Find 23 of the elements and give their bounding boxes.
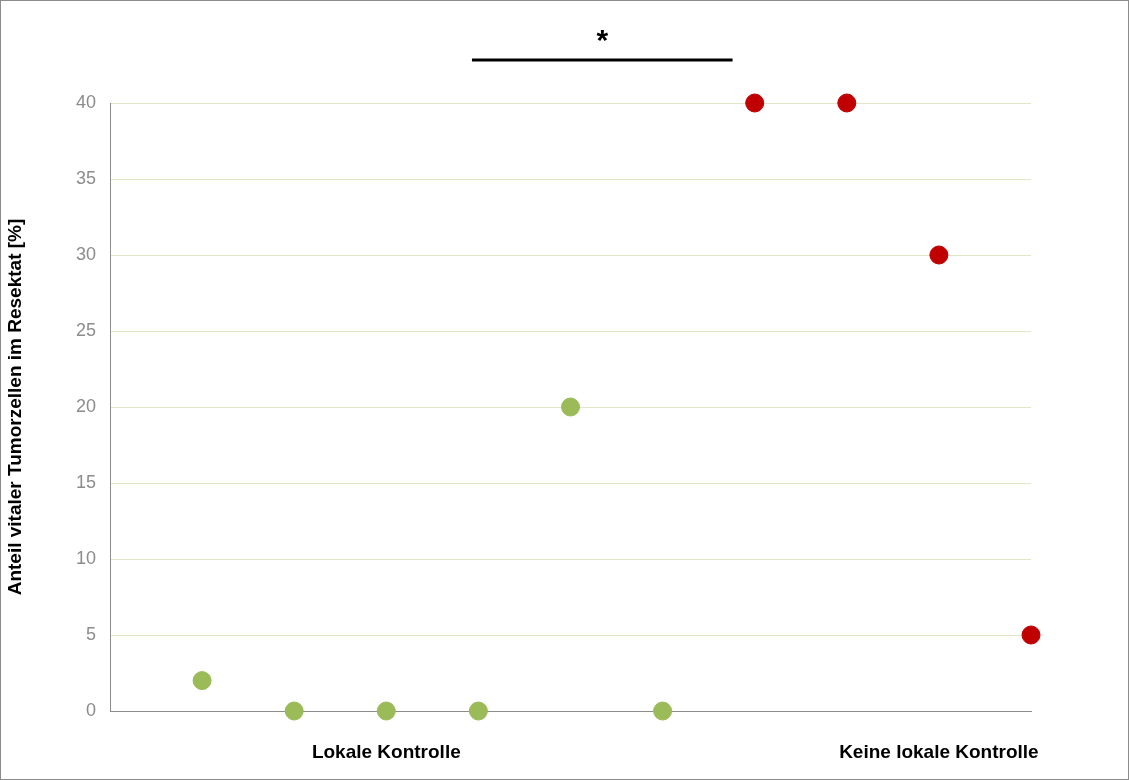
point	[837, 93, 857, 113]
y-axis-title: Anteil vitaler Tumorzellen im Resektat [%]	[3, 218, 25, 596]
point	[745, 93, 765, 113]
y-tick-label: 10	[75, 547, 96, 568]
x-tick-label: Lokale Kontrolle	[311, 740, 461, 762]
point	[929, 245, 949, 265]
x-tick-label: Keine lokale Kontrolle	[839, 740, 1039, 762]
y-tick-label: 20	[75, 395, 96, 416]
point	[284, 701, 304, 721]
y-tick-label: 0	[85, 699, 96, 720]
y-tick-label: 30	[75, 243, 96, 264]
point	[653, 701, 673, 721]
text: *	[596, 23, 609, 56]
y-tick-label: 40	[75, 91, 96, 112]
y-tick-label: 15	[75, 471, 96, 492]
point	[561, 397, 580, 417]
point	[468, 701, 488, 721]
y-tick-label: 25	[75, 319, 96, 340]
y-tick-label: 35	[75, 167, 96, 188]
point	[1021, 625, 1041, 645]
y-tick-label: 5	[85, 623, 96, 644]
point	[376, 701, 396, 721]
point	[192, 671, 212, 691]
